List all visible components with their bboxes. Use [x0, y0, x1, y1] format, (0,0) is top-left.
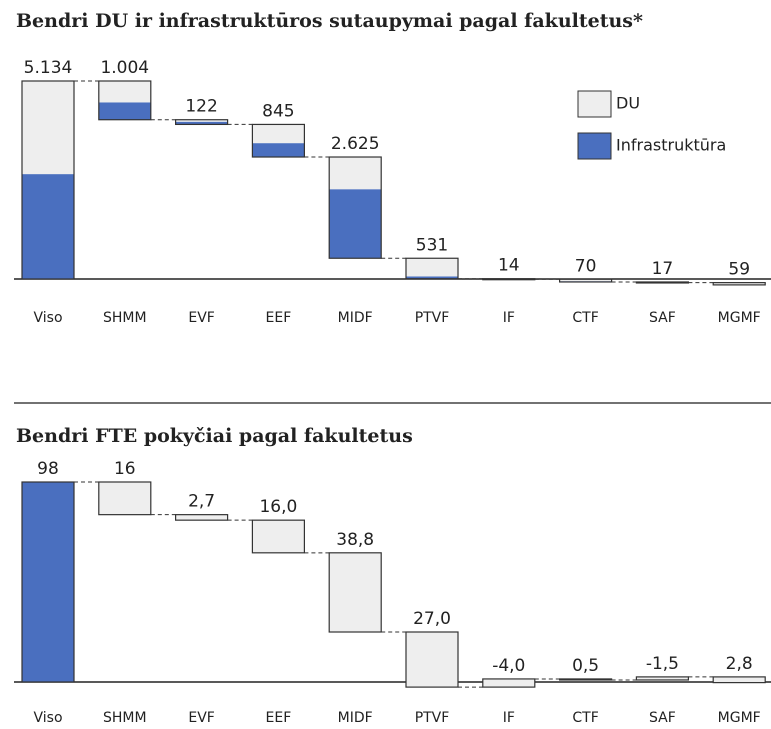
value-label: 0,5	[572, 656, 599, 676]
bar	[482, 678, 536, 688]
bar-segment	[329, 189, 382, 259]
bar-segment	[98, 81, 151, 103]
value-label: 70	[575, 256, 597, 276]
value-label: 38,8	[336, 530, 374, 550]
bar-segment	[252, 143, 305, 158]
x-tick-label: PTVF	[415, 310, 450, 326]
x-tick-label: EVF	[188, 310, 214, 326]
value-label: -1,5	[646, 654, 679, 674]
x-tick-label: PTVF	[415, 710, 450, 726]
bar-segment	[713, 282, 766, 285]
legend-label: Infrastruktūra	[616, 136, 726, 155]
value-label: 27,0	[413, 609, 451, 629]
value-label: 845	[262, 101, 294, 121]
x-tick-label: EEF	[266, 710, 292, 726]
bar	[712, 282, 766, 286]
value-label: 17	[652, 259, 674, 279]
x-tick-label: Viso	[33, 710, 62, 726]
x-tick-label: MGMF	[718, 710, 761, 726]
value-label: 2.625	[331, 134, 380, 154]
bar	[98, 80, 152, 121]
bar	[21, 80, 75, 280]
value-label: 5.134	[24, 58, 73, 78]
bar-segment	[22, 81, 74, 175]
value-label: 16,0	[259, 497, 297, 517]
x-tick-label: SAF	[649, 310, 676, 326]
bar-segment	[175, 119, 228, 122]
value-label: 531	[416, 235, 448, 255]
x-tick-label: MGMF	[718, 310, 761, 326]
bar-segment	[175, 121, 228, 125]
x-tick-label: MIDF	[338, 310, 373, 326]
bar	[558, 678, 613, 681]
x-tick-label: SAF	[649, 710, 676, 726]
bar-segment	[406, 276, 458, 279]
x-tick-label: SHMM	[103, 310, 147, 326]
chart-title: Bendri DU ir infrastruktūros sutaupymai …	[16, 10, 643, 32]
bar-segment	[98, 102, 151, 120]
bar	[21, 481, 75, 683]
bar	[328, 552, 382, 633]
bar	[98, 481, 152, 516]
x-tick-label: EEF	[266, 310, 292, 326]
bar	[251, 519, 305, 554]
x-tick-label: CTF	[572, 710, 598, 726]
bar-segment	[22, 174, 74, 279]
bar-segment	[406, 258, 458, 277]
x-tick-label: CTF	[572, 310, 598, 326]
bar	[482, 278, 536, 281]
legend-swatch	[577, 132, 612, 160]
bar-segment	[559, 279, 612, 282]
value-label: 1.004	[100, 58, 149, 78]
bar-segment	[329, 157, 382, 190]
x-tick-label: Viso	[33, 310, 62, 326]
value-label: 98	[37, 459, 59, 479]
value-label: -4,0	[492, 656, 525, 676]
bar	[405, 631, 459, 688]
bar	[635, 676, 690, 681]
bar	[175, 119, 229, 126]
value-label: 2,8	[726, 654, 753, 674]
bar-segment	[252, 124, 305, 144]
bar	[712, 676, 766, 684]
legend-swatch	[577, 90, 612, 118]
value-label: 16	[114, 459, 136, 479]
bar	[175, 514, 229, 521]
value-label: 2,7	[188, 492, 215, 512]
x-tick-label: IF	[503, 310, 515, 326]
value-label: 59	[728, 260, 750, 280]
x-tick-label: SHMM	[103, 710, 147, 726]
x-tick-label: IF	[503, 710, 515, 726]
bar	[328, 156, 382, 259]
x-tick-label: EVF	[188, 710, 214, 726]
legend-label: DU	[616, 94, 640, 113]
bar	[635, 281, 690, 284]
bar	[251, 123, 305, 158]
bar	[405, 257, 459, 280]
value-label: 14	[498, 256, 520, 276]
bar	[558, 278, 613, 283]
chart-title: Bendri FTE pokyčiai pagal fakultetus	[16, 425, 413, 447]
x-tick-label: MIDF	[338, 710, 373, 726]
value-label: 122	[185, 97, 217, 117]
